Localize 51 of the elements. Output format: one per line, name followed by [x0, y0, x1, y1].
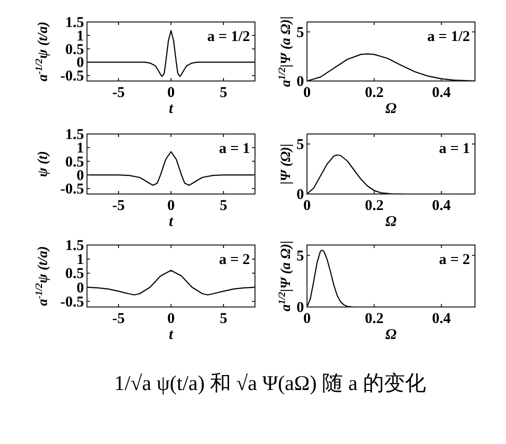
y-tick-label: 0 — [296, 300, 304, 316]
x-tick-label: 0.4 — [432, 198, 452, 214]
annotation: a = 2 — [218, 252, 250, 268]
annotation: a = 1 — [438, 141, 470, 157]
y-tick-label: 1.5 — [65, 15, 84, 31]
x-tick-label: -5 — [112, 311, 125, 327]
text: 1/√a ψ(t/a) 和 √a Ψ(aΩ) 随 a 的变化 — [114, 371, 426, 395]
x-tick-label: 0 — [167, 85, 175, 101]
y-tick-label: 0 — [76, 280, 84, 296]
y-tick-label: 0 — [296, 187, 304, 203]
x-tick-label: 0.2 — [364, 311, 384, 327]
x-tick-label: 0.2 — [364, 85, 384, 101]
y-tick-label: 1 — [76, 140, 84, 157]
x-tick-label: 0 — [167, 198, 175, 214]
annotation: a = 1/2 — [207, 29, 250, 45]
x-axis-title: Ω — [385, 327, 397, 343]
y-tick-label: 1.5 — [65, 238, 84, 254]
y-tick-label: 1 — [76, 252, 84, 268]
x-axis-title: t — [168, 101, 174, 117]
y-tick-label: 5 — [296, 248, 304, 264]
x-tick-label: 0.4 — [432, 311, 452, 327]
y-tick-label: -0.5 — [60, 68, 84, 85]
y-axis-title: ψ (t) — [36, 150, 51, 178]
y-tick-label: 5 — [296, 137, 304, 153]
y-tick-label: 0.5 — [65, 42, 84, 58]
annotation: a = 1/2 — [427, 29, 470, 45]
y-tick-label: 0.5 — [65, 266, 84, 282]
x-tick-label: -5 — [112, 198, 125, 214]
x-tick-label: -5 — [112, 85, 125, 101]
x-tick-label: 5 — [220, 198, 228, 214]
y-tick-label: 5 — [296, 24, 304, 41]
y-tick-label: 1 — [76, 28, 84, 44]
x-axis-title: t — [168, 327, 174, 343]
y-tick-label: 0.5 — [65, 154, 84, 170]
y-tick-label: -0.5 — [60, 182, 84, 198]
annotation: a = 1 — [218, 141, 250, 157]
y-tick-label: 0 — [76, 55, 84, 72]
y-axis-title: |Ψ (Ω)| — [279, 144, 294, 184]
y-tick-label: 0 — [76, 168, 84, 184]
annotation: a = 2 — [438, 252, 470, 268]
y-tick-label: -0.5 — [60, 294, 84, 310]
x-tick-label: 5 — [220, 311, 228, 327]
x-tick-label: 0.4 — [432, 85, 452, 101]
x-tick-label: 5 — [220, 85, 228, 101]
x-axis-title: Ω — [385, 101, 397, 117]
x-tick-label: 0.2 — [364, 198, 384, 214]
x-axis-title: Ω — [385, 214, 397, 230]
y-tick-label: 1.5 — [65, 127, 84, 143]
x-tick-label: 0 — [167, 311, 175, 327]
x-axis-title: t — [168, 214, 174, 230]
y-tick-label: 0 — [296, 74, 304, 90]
